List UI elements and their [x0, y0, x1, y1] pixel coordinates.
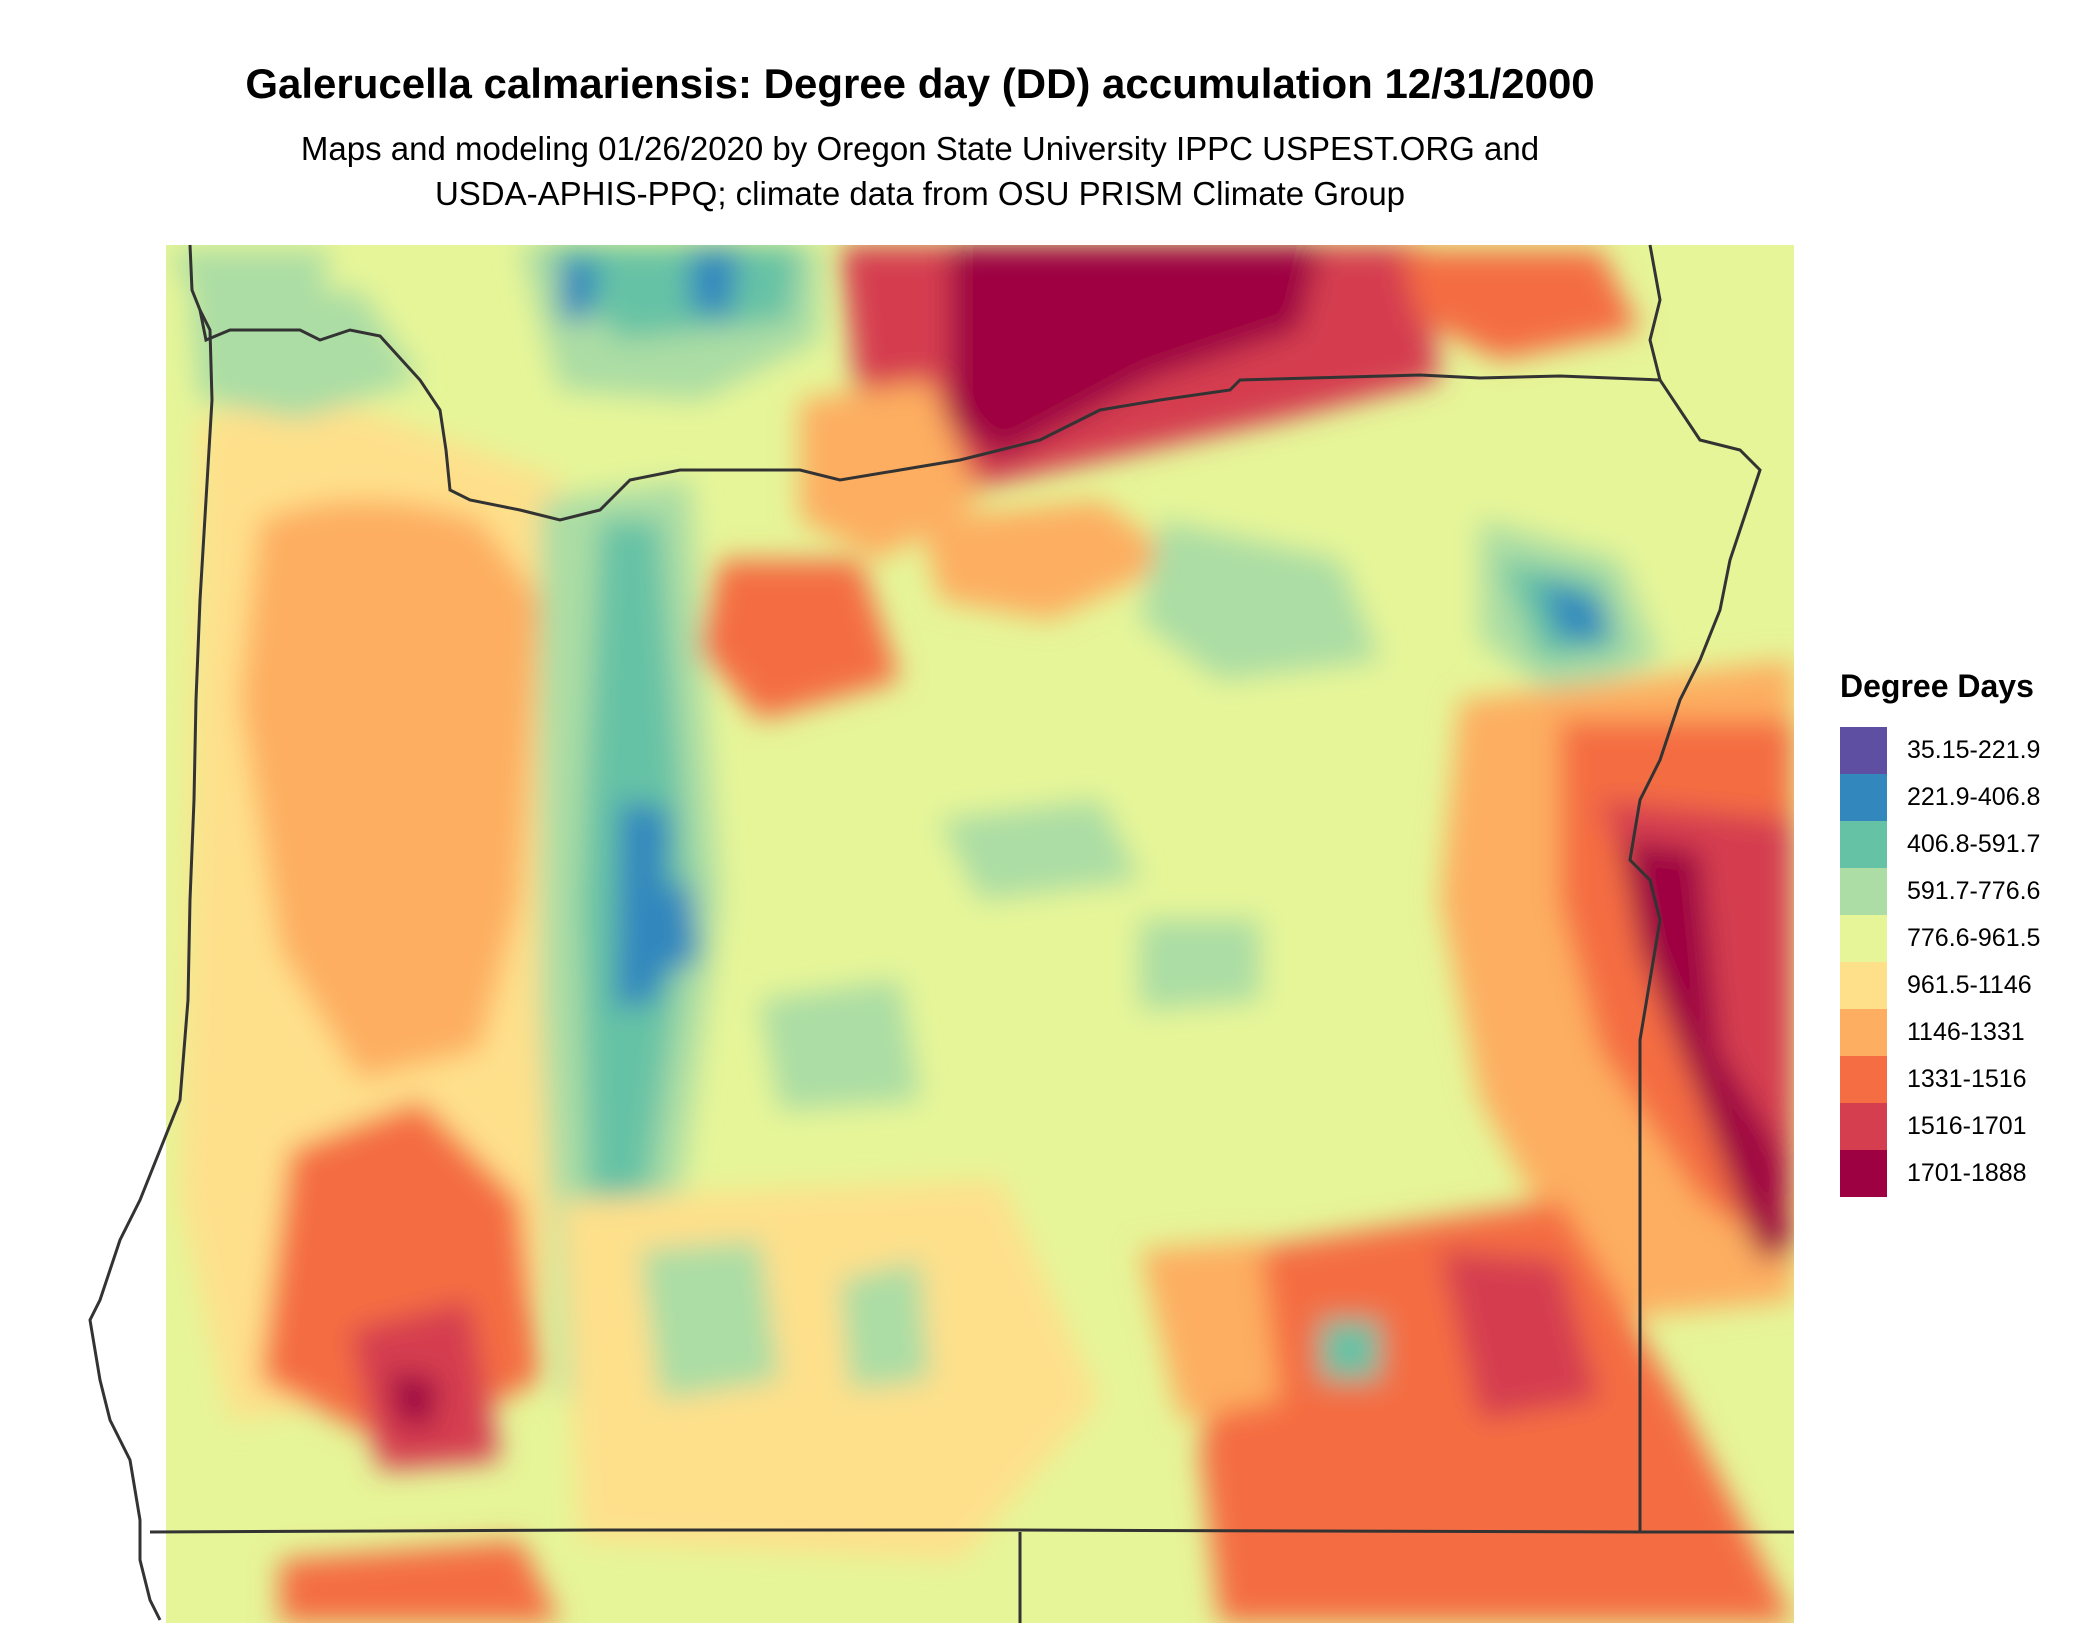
legend-swatch [1840, 915, 1887, 962]
legend-label: 961.5-1146 [1907, 971, 2032, 999]
legend-label: 35.15-221.9 [1907, 736, 2041, 764]
legend-swatch [1840, 1056, 1887, 1103]
legend-item: 35.15-221.9 [1840, 727, 2090, 774]
legend-item: 591.7-776.6 [1840, 868, 2090, 915]
legend-label: 1331-1516 [1907, 1065, 2027, 1093]
boundary-lines [88, 244, 1794, 1623]
legend-swatch [1840, 821, 1887, 868]
subtitle-line-1: Maps and modeling 01/26/2020 by Oregon S… [300, 130, 1540, 167]
legend: Degree Days 35.15-221.9 221.9-406.8 406.8-… [1840, 668, 2090, 1197]
legend-items: 35.15-221.9 221.9-406.8 406.8-591.7 591.7-7… [1840, 727, 2090, 1197]
legend-swatch [1840, 868, 1887, 915]
legend-title: Degree Days [1840, 668, 2034, 704]
legend-label: 776.6-961.5 [1907, 924, 2041, 952]
legend-item: 961.5-1146 [1840, 962, 2090, 1009]
legend-item: 221.9-406.8 [1840, 774, 2090, 821]
legend-item: 1146-1331 [1840, 1009, 2090, 1056]
legend-item: 1701-1888 [1840, 1150, 2090, 1197]
legend-label: 1701-1888 [1907, 1159, 2027, 1187]
legend-label: 1146-1331 [1907, 1018, 2025, 1046]
legend-label: 406.8-591.7 [1907, 830, 2041, 858]
legend-label: 221.9-406.8 [1907, 783, 2041, 811]
legend-swatch [1840, 1009, 1887, 1056]
legend-item: 406.8-591.7 [1840, 821, 2090, 868]
map-title: Galerucella calmariensis: Degree day (DD… [245, 60, 1595, 107]
legend-swatch [1840, 1103, 1887, 1150]
legend-swatch [1840, 727, 1887, 774]
legend-item: 776.6-961.5 [1840, 915, 2090, 962]
legend-item: 1331-1516 [1840, 1056, 2090, 1103]
map-subtitle: Maps and modeling 01/26/2020 by Oregon S… [0, 126, 1840, 216]
legend-swatch [1840, 1150, 1887, 1197]
raster-layer [166, 245, 1794, 1623]
legend-label: 1516-1701 [1907, 1112, 2027, 1140]
legend-swatch [1840, 774, 1887, 821]
legend-label: 591.7-776.6 [1907, 877, 2041, 905]
legend-swatch [1840, 962, 1887, 1009]
legend-item: 1516-1701 [1840, 1103, 2090, 1150]
subtitle-line-2: USDA-APHIS-PPQ; climate data from OSU PR… [434, 175, 1406, 212]
